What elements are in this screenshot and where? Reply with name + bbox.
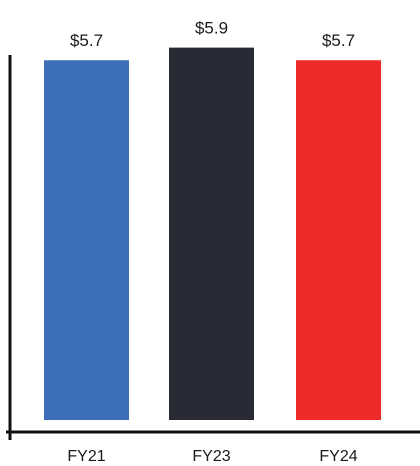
bar-fy24 [296, 60, 381, 420]
data-label-fy24: $5.7 [322, 31, 355, 50]
x-tick-label-fy21: FY21 [67, 448, 105, 465]
x-tick-label-fy24: FY24 [319, 448, 357, 465]
bar-fy21 [44, 60, 129, 420]
bars-group [44, 47, 381, 420]
data-label-fy21: $5.7 [70, 31, 103, 50]
data-labels-group: $5.7 $5.9 $5.7 [70, 19, 355, 51]
x-tick-labels-group: FY21 FY23 FY24 [67, 448, 357, 465]
bar-fy23 [169, 47, 254, 420]
data-label-fy23: $5.9 [195, 19, 228, 38]
x-tick-label-fy23: FY23 [192, 448, 230, 465]
